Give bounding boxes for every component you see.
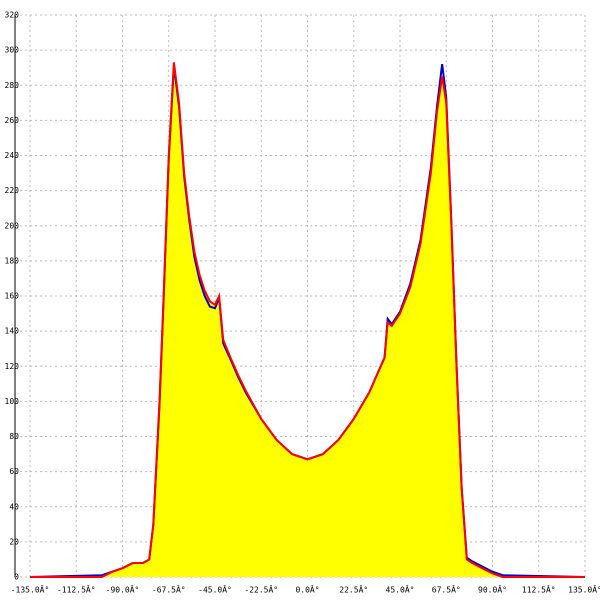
x-tick-label: -112.5Â° (57, 584, 96, 595)
y-tick-label: 240 (5, 151, 20, 160)
x-tick-label: -22.5Â° (244, 584, 278, 595)
x-tick-label: 90.0Â° (478, 584, 507, 595)
x-tick-label: 22.5Â° (339, 584, 368, 595)
x-tick-label: -90.0Â° (106, 584, 140, 595)
y-tick-label: 80 (9, 432, 19, 441)
x-tick-label: 45.0Â° (386, 584, 415, 595)
y-tick-label: 160 (5, 292, 20, 301)
x-tick-label: 112.5Â° (522, 584, 556, 595)
y-tick-label: 200 (5, 221, 20, 230)
y-tick-label: 220 (5, 186, 20, 195)
y-tick-label: 300 (5, 46, 20, 55)
y-tick-label: 320 (5, 11, 20, 20)
y-tick-label: 20 (9, 537, 19, 546)
y-tick-label: 0 (14, 573, 19, 582)
x-tick-label: 67.5Â° (432, 584, 461, 595)
x-tick-label: -135.0Â° (11, 584, 50, 595)
x-tick-label: -45.0Â° (198, 584, 232, 595)
y-tick-label: 140 (5, 327, 20, 336)
series-line (30, 62, 585, 578)
y-tick-label: 120 (5, 362, 20, 371)
x-tick-label: -67.5Â° (152, 584, 186, 595)
y-tick-label: 280 (5, 81, 20, 90)
y-tick-label: 100 (5, 397, 20, 406)
y-tick-label: 60 (9, 467, 19, 476)
y-tick-label: 260 (5, 116, 20, 125)
x-tick-label: 0.0Â° (295, 584, 319, 595)
y-tick-label: 40 (9, 502, 19, 511)
area-fill (30, 62, 585, 577)
y-tick-label: 180 (5, 256, 20, 265)
x-tick-label: 135.0Â° (568, 584, 600, 595)
